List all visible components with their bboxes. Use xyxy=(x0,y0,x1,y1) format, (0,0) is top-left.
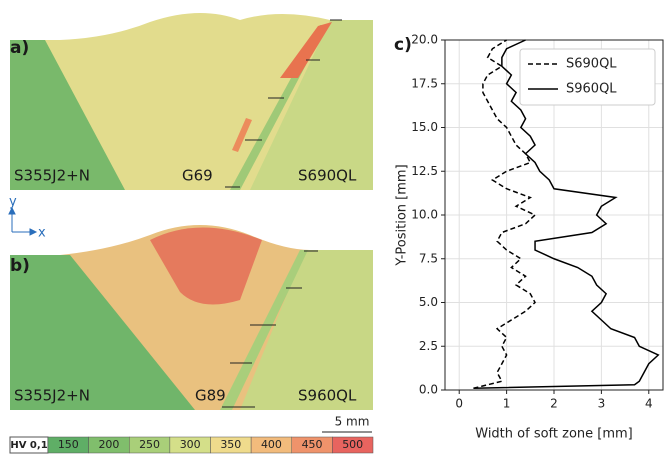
x-tick-label: 2 xyxy=(550,397,558,411)
material-label: G89 xyxy=(195,387,226,405)
panel-label: c) xyxy=(394,35,412,55)
x-tick-label: 0 xyxy=(455,397,463,411)
x-axis-label: Width of soft zone [mm] xyxy=(475,427,633,442)
colorbar-tick-label: 250 xyxy=(139,438,160,451)
y-tick-label: 17.5 xyxy=(411,76,438,90)
chart: 0 1 2 3 4 0.0 2.5 5.0 7.5 10.0 12.5 15.0 17.5 20.0 S69… xyxy=(411,33,663,411)
y-axis-label: Y-Position [mm] xyxy=(395,164,410,266)
material-label: G69 xyxy=(182,167,213,185)
colorbar-tick-label: 300 xyxy=(180,438,201,451)
x-tick-label: 1 xyxy=(503,397,511,411)
material-label: S690QL xyxy=(298,167,357,185)
hardness-map-b xyxy=(10,225,373,410)
y-tick-label: 15.0 xyxy=(411,120,438,134)
y-tick-label: 12.5 xyxy=(411,164,438,178)
panel-label: a) xyxy=(10,38,29,58)
panel-label: b) xyxy=(10,256,30,276)
legend-label: S960QL xyxy=(566,82,617,97)
y-tick-label: 7.5 xyxy=(419,251,438,265)
colorbar-tick-label: 200 xyxy=(98,438,119,451)
material-label: S355J2+N xyxy=(14,387,90,405)
scale-label: 5 mm xyxy=(335,415,370,429)
y-tick-label: 0.0 xyxy=(419,383,438,397)
colorbar-title: HV 0,1 xyxy=(10,440,47,451)
y-tick-label: 2.5 xyxy=(419,339,438,353)
colorbar-tick-label: 150 xyxy=(58,438,79,451)
colorbar-tick-label: 400 xyxy=(261,438,282,451)
axis-indicator xyxy=(9,208,36,235)
legend-label: S690QL xyxy=(566,57,617,72)
x-tick-label: 3 xyxy=(598,397,606,411)
material-label: S960QL xyxy=(298,387,357,405)
colorbar-tick-label: 500 xyxy=(342,438,363,451)
axis-letter: y xyxy=(9,195,17,210)
figure: a) S355J2+N G69 S690QL b) S355J2+N G89 S… xyxy=(0,0,667,455)
hardness-map-a xyxy=(10,13,373,190)
colorbar: 150 200 250 300 350 400 450 500 xyxy=(48,437,373,453)
y-tick-label: 10.0 xyxy=(411,208,438,222)
colorbar-tick-label: 350 xyxy=(220,438,241,451)
colorbar-tick-label: 450 xyxy=(302,438,323,451)
y-tick-label: 5.0 xyxy=(419,295,438,309)
material-label: S355J2+N xyxy=(14,167,90,185)
axis-letter: x xyxy=(38,226,46,241)
y-tick-label: 20.0 xyxy=(411,33,438,47)
x-tick-label: 4 xyxy=(645,397,653,411)
